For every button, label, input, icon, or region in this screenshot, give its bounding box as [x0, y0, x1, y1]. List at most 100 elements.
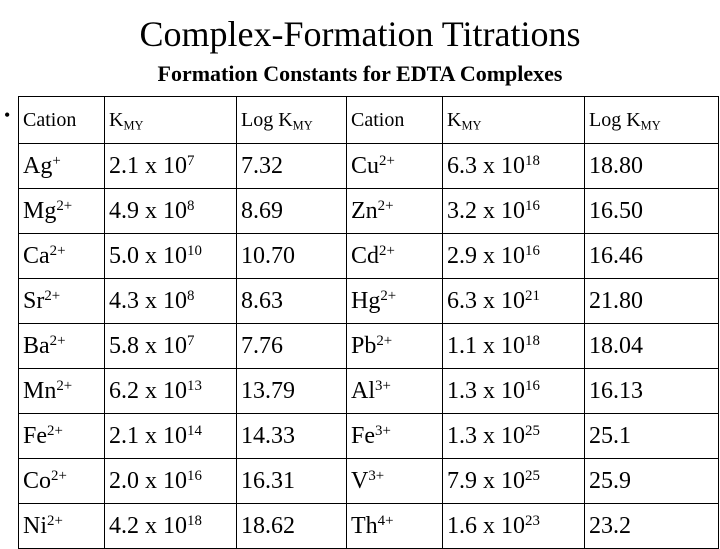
logkmy-cell: 21.80	[585, 279, 719, 324]
exponent-superscript: 13	[187, 377, 202, 393]
logkmy-value: 8.63	[241, 288, 283, 314]
kmy-cell: 2.0 x 1016	[105, 459, 237, 504]
charge-superscript: 3+	[375, 422, 391, 438]
kmy-cell: 6.2 x 1013	[105, 369, 237, 414]
cation-cell: Al3+	[347, 369, 443, 414]
cation-value: Co	[23, 468, 51, 494]
kmy-cell: 5.0 x 1010	[105, 234, 237, 279]
header-logkmy: Log KMY	[237, 97, 347, 144]
kmy-value: 7.9 x 10	[447, 468, 525, 494]
table-row: Sr2+ 4.3 x 108 8.63 Hg2+ 6.3 x 1021 21.80	[19, 279, 719, 324]
exponent-superscript: 18	[525, 152, 540, 168]
header-cation-2: Cation	[347, 97, 443, 144]
cation-value: Cd	[351, 243, 379, 269]
kmy-value: 1.3 x 10	[447, 423, 525, 449]
cation-cell: Zn2+	[347, 189, 443, 234]
table-row: Ag+ 2.1 x 107 7.32 Cu2+ 6.3 x 1018 18.80	[19, 144, 719, 189]
cation-value: Sr	[23, 288, 44, 314]
kmy-cell: 1.3 x 1016	[443, 369, 585, 414]
header-subscript: MY	[641, 118, 661, 132]
cation-cell: Ba2+	[19, 324, 105, 369]
table-row: Mn2+ 6.2 x 1013 13.79 Al3+ 1.3 x 1016 16.13	[19, 369, 719, 414]
kmy-value: 3.2 x 10	[447, 198, 525, 224]
charge-superscript: 2+	[56, 377, 72, 393]
cation-value: Al	[351, 378, 375, 404]
table-row: Ba2+ 5.8 x 107 7.76 Pb2+ 1.1 x 1018 18.04	[19, 324, 719, 369]
logkmy-value: 25.1	[589, 423, 631, 449]
page-title: Complex-Formation Titrations	[0, 12, 720, 56]
header-subscript: MY	[461, 118, 481, 132]
logkmy-value: 23.2	[589, 513, 631, 539]
header-subscript: MY	[123, 118, 143, 132]
header-kmy-2: KMY	[443, 97, 585, 144]
cation-cell: Mg2+	[19, 189, 105, 234]
cation-value: Th	[351, 513, 378, 539]
kmy-cell: 6.3 x 1021	[443, 279, 585, 324]
header-label: Cation	[351, 109, 404, 131]
charge-superscript: 3+	[368, 467, 384, 483]
cation-cell: Ca2+	[19, 234, 105, 279]
exponent-superscript: 10	[187, 242, 202, 258]
charge-superscript: 3+	[375, 377, 391, 393]
logkmy-cell: 18.04	[585, 324, 719, 369]
charge-superscript: 2+	[379, 152, 395, 168]
table-row: Co2+ 2.0 x 1016 16.31 V3+ 7.9 x 1025 25.9	[19, 459, 719, 504]
charge-superscript: 2+	[380, 287, 396, 303]
charge-superscript: 2+	[378, 197, 394, 213]
logkmy-value: 16.46	[589, 243, 643, 269]
cation-cell: V3+	[347, 459, 443, 504]
charge-superscript: +	[52, 152, 60, 168]
kmy-cell: 4.2 x 1018	[105, 504, 237, 549]
kmy-value: 2.0 x 10	[109, 468, 187, 494]
kmy-value: 5.8 x 10	[109, 333, 187, 359]
logkmy-value: 14.33	[241, 423, 295, 449]
kmy-value: 6.3 x 10	[447, 288, 525, 314]
exponent-superscript: 18	[187, 512, 202, 528]
logkmy-value: 21.80	[589, 288, 643, 314]
exponent-superscript: 21	[525, 287, 540, 303]
kmy-value: 2.1 x 10	[109, 153, 187, 179]
kmy-value: 1.1 x 10	[447, 333, 525, 359]
logkmy-value: 16.13	[589, 378, 643, 404]
logkmy-value: 16.31	[241, 468, 295, 494]
header-label: K	[447, 109, 461, 131]
kmy-cell: 6.3 x 1018	[443, 144, 585, 189]
cation-cell: Cd2+	[347, 234, 443, 279]
logkmy-value: 7.76	[241, 333, 283, 359]
exponent-superscript: 25	[525, 422, 540, 438]
kmy-value: 5.0 x 10	[109, 243, 187, 269]
exponent-superscript: 16	[187, 467, 202, 483]
cation-value: Fe	[351, 423, 375, 449]
table-body: Ag+ 2.1 x 107 7.32 Cu2+ 6.3 x 1018 18.80 Mg2+ 4…	[19, 144, 719, 549]
cation-value: Pb	[351, 333, 376, 359]
kmy-value: 6.3 x 10	[447, 153, 525, 179]
logkmy-value: 18.04	[589, 333, 643, 359]
logkmy-value: 13.79	[241, 378, 295, 404]
cation-cell: Fe3+	[347, 414, 443, 459]
exponent-superscript: 16	[525, 197, 540, 213]
kmy-value: 2.1 x 10	[109, 423, 187, 449]
kmy-value: 4.3 x 10	[109, 288, 187, 314]
logkmy-value: 16.50	[589, 198, 643, 224]
kmy-value: 2.9 x 10	[447, 243, 525, 269]
cation-value: Mn	[23, 378, 56, 404]
cation-cell: Th4+	[347, 504, 443, 549]
logkmy-value: 18.80	[589, 153, 643, 179]
cation-value: V	[351, 468, 368, 494]
logkmy-cell: 13.79	[237, 369, 347, 414]
charge-superscript: 4+	[378, 512, 394, 528]
cation-cell: Ag+	[19, 144, 105, 189]
kmy-cell: 5.8 x 107	[105, 324, 237, 369]
logkmy-cell: 7.32	[237, 144, 347, 189]
kmy-cell: 1.6 x 1023	[443, 504, 585, 549]
charge-superscript: 2+	[56, 197, 72, 213]
cation-value: Ag	[23, 153, 52, 179]
logkmy-cell: 8.63	[237, 279, 347, 324]
kmy-cell: 1.1 x 1018	[443, 324, 585, 369]
logkmy-cell: 18.62	[237, 504, 347, 549]
charge-superscript: 2+	[376, 332, 392, 348]
kmy-value: 1.3 x 10	[447, 378, 525, 404]
cation-value: Hg	[351, 288, 380, 314]
cation-value: Zn	[351, 198, 378, 224]
logkmy-cell: 16.13	[585, 369, 719, 414]
